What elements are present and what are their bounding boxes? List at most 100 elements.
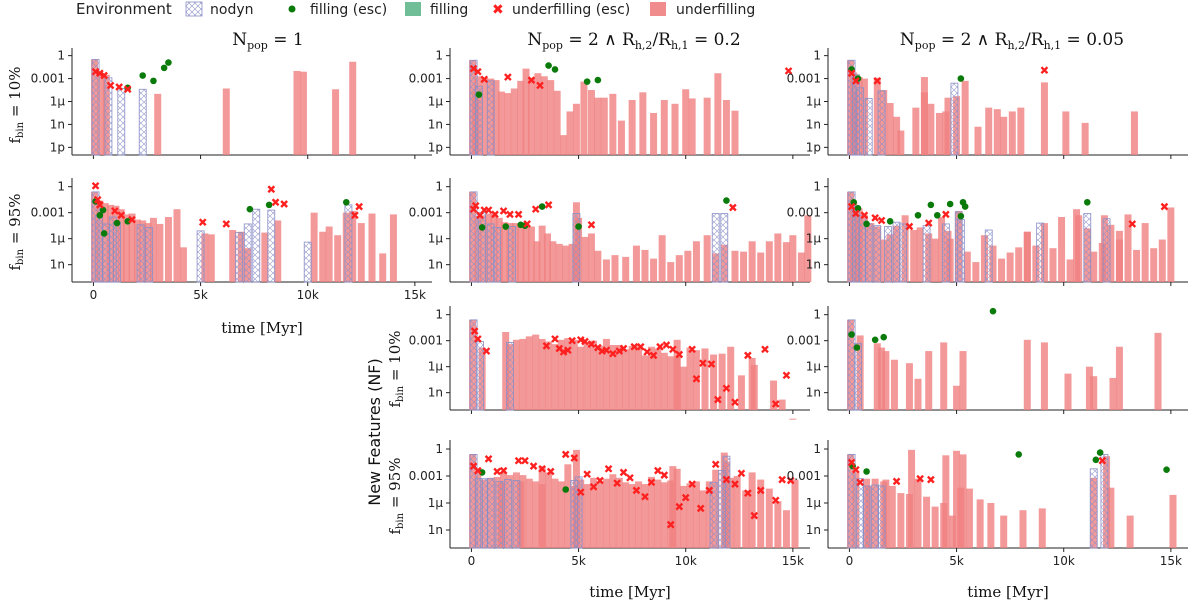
y-tick-label: 1n <box>806 258 821 272</box>
point-underfilling-esc <box>877 216 886 225</box>
point-filling-esc <box>854 205 862 212</box>
bar-underfilling <box>1141 223 1149 282</box>
bar-underfilling <box>547 80 555 155</box>
point-underfilling-esc <box>641 492 649 501</box>
y-tick-label: 0.001 <box>787 469 821 483</box>
bar-underfilling <box>1150 248 1158 282</box>
x-marker-stroke <box>656 342 664 351</box>
bar-underfilling <box>1090 251 1098 282</box>
point-underfilling-esc <box>222 220 231 228</box>
x-marker-stroke <box>705 486 714 495</box>
bar-underfilling <box>910 230 918 282</box>
x-marker-stroke <box>587 340 596 348</box>
bar-underfilling <box>580 81 588 155</box>
bar-underfilling <box>965 488 973 548</box>
bar-underfilling <box>972 262 980 282</box>
panel-c1-r1: 1 0.001 1μ 1n 1p <box>31 48 432 159</box>
column-title-3: Npop = 2 ∧ Rh,2/Rh,1 = 0.05 <box>900 30 1124 52</box>
bar-underfilling <box>931 506 939 548</box>
bar-underfilling <box>699 490 707 548</box>
bar-underfilling <box>974 126 982 155</box>
bar-underfilling <box>897 493 905 548</box>
bar-underfilling <box>602 259 610 282</box>
bar-underfilling <box>989 245 997 282</box>
bar-nodyn <box>1102 218 1111 283</box>
bar-underfilling <box>594 97 602 155</box>
bar-nodyn <box>117 88 126 156</box>
x-tick-label: 0 <box>846 554 854 568</box>
panel-c3-r2: 1 0.001 1μ 1n <box>787 178 1188 286</box>
x-marker-stroke <box>536 81 544 90</box>
bar-underfilling <box>480 77 488 155</box>
point-underfilling-esc <box>93 195 102 204</box>
bar-underfilling <box>641 484 649 548</box>
bar-underfilling <box>1000 116 1008 155</box>
point-underfilling-esc <box>570 454 579 462</box>
point-underfilling-esc <box>96 69 104 78</box>
bar-underfilling <box>517 80 525 155</box>
point-filling-esc <box>871 336 879 344</box>
point-underfilling-esc <box>771 400 780 408</box>
bar-filling <box>942 455 950 548</box>
bar-underfilling <box>164 217 172 282</box>
bar-underfilling <box>517 223 525 282</box>
x-tick-label: 10k <box>675 554 697 568</box>
bar-underfilling <box>1049 248 1057 282</box>
bar-underfilling <box>149 217 157 282</box>
bar-underfilling <box>497 91 505 155</box>
bar-nodyn <box>104 77 113 156</box>
legend-entry-filling: filling <box>405 2 468 18</box>
x-marker-stroke <box>117 211 126 220</box>
bar-underfilling <box>748 241 756 282</box>
bar-underfilling <box>622 256 630 282</box>
bar-nodyn <box>711 213 720 283</box>
point-underfilling-esc <box>471 201 480 210</box>
x-marker-stroke <box>786 476 795 485</box>
column-title-2: Npop = 2 ∧ Rh,2/Rh,1 = 0.2 <box>527 30 740 52</box>
x-marker-stroke <box>470 327 479 335</box>
bar-nodyn <box>252 208 261 283</box>
y-tick-label: 1μ <box>428 232 444 246</box>
point-filling-esc <box>551 66 559 73</box>
bar-nodyn <box>94 214 103 283</box>
point-underfilling-esc <box>699 359 707 368</box>
point-underfilling-esc <box>729 203 737 212</box>
bar-underfilling <box>718 353 726 410</box>
point-underfilling-esc <box>688 480 696 488</box>
x-marker-stroke <box>782 371 791 380</box>
bar-underfilling <box>299 71 307 155</box>
bar-underfilling <box>650 112 658 155</box>
x-marker-stroke <box>744 489 752 497</box>
point-underfilling-esc <box>873 77 882 85</box>
bar-underfilling <box>680 366 688 410</box>
x-marker-stroke <box>576 335 585 344</box>
bar-underfilling <box>893 116 901 155</box>
bar-underfilling <box>474 216 482 282</box>
y-tick-label: 1n <box>806 523 821 537</box>
bar-underfilling <box>639 92 647 155</box>
x-marker-stroke <box>636 342 645 351</box>
bar-underfilling <box>557 339 565 410</box>
x-marker-stroke <box>527 76 536 84</box>
bar-underfilling <box>154 93 162 155</box>
bar-underfilling <box>173 209 181 282</box>
bar-filling <box>538 466 546 548</box>
bar-nodyn <box>1089 468 1098 549</box>
bar-underfilling <box>1032 245 1040 282</box>
x-marker-stroke <box>662 341 671 349</box>
point-underfilling-esc <box>786 476 795 485</box>
x-marker-stroke <box>778 475 786 484</box>
x-marker-stroke <box>589 482 598 491</box>
bar-nodyn <box>941 223 950 283</box>
x-marker-stroke <box>619 344 628 353</box>
point-filling-esc <box>863 220 870 228</box>
bar-underfilling <box>959 351 967 410</box>
bar-filling <box>878 347 886 410</box>
bar-underfilling <box>622 349 630 410</box>
bar-underfilling <box>1040 82 1048 155</box>
bar-underfilling <box>680 485 688 548</box>
bar-underfilling <box>727 346 735 410</box>
point-underfilling-esc <box>596 476 604 485</box>
y-tick-label: 1μ <box>428 360 444 374</box>
x-marker-stroke <box>681 493 690 502</box>
